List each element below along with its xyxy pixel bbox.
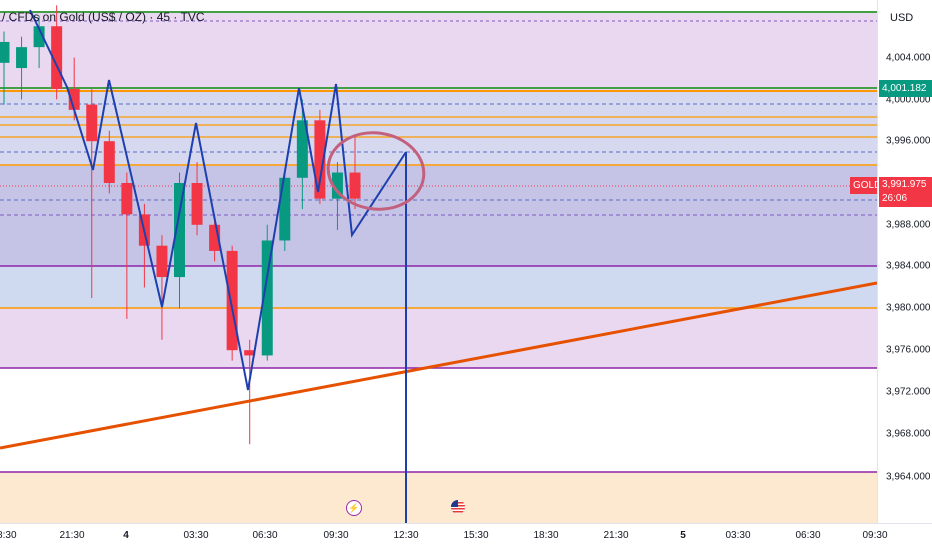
price-tick: 3,984.000 xyxy=(886,260,931,272)
current-symbol-badge: GOLD xyxy=(850,177,877,194)
price-tick: 3,976.000 xyxy=(886,344,931,356)
time-tick: 12:30 xyxy=(393,530,419,541)
candle-down xyxy=(244,350,256,356)
zone-peach-bottom xyxy=(0,472,877,523)
candle-up xyxy=(33,26,45,48)
trend-line[interactable] xyxy=(0,281,877,450)
candle-down xyxy=(191,183,203,225)
countdown-timer: 26:06 xyxy=(882,193,908,204)
candle-up xyxy=(331,172,343,199)
candle-up xyxy=(261,240,273,356)
zone-blue-mid xyxy=(0,90,877,166)
candles xyxy=(0,5,361,445)
time-axis[interactable]: 18:30 21:30 4 03:30 06:30 09:30 12:30 15:30 18:3… xyxy=(0,523,932,551)
time-tick: 06:30 xyxy=(795,530,821,541)
candle-down xyxy=(103,141,115,183)
time-tick: 15:30 xyxy=(463,530,489,541)
price-tick: 3,980.000 xyxy=(886,302,931,314)
candle-down xyxy=(121,183,133,215)
time-tick: 4 xyxy=(123,530,129,541)
price-tick: 3,964.000 xyxy=(886,471,931,483)
price-tick: 4,004.000 xyxy=(886,52,931,64)
time-tick: 03:30 xyxy=(725,530,751,541)
price-tick: 3,972.000 xyxy=(886,386,931,398)
candle-up xyxy=(279,177,291,241)
price-tick: 4,000.000 xyxy=(886,94,931,106)
price-tick: 3,996.000 xyxy=(886,135,931,147)
candle-up xyxy=(0,41,10,63)
time-tick: 21:30 xyxy=(603,530,629,541)
lightning-event-icon[interactable]: ⚡ xyxy=(346,500,362,516)
candle-down xyxy=(226,250,238,351)
zone-indigo xyxy=(0,166,877,266)
time-tick: 09:30 xyxy=(323,530,349,541)
candle-up xyxy=(174,183,185,278)
currency-label[interactable]: USD xyxy=(890,12,914,24)
zone-pink-lower xyxy=(0,308,877,368)
candle-down xyxy=(51,26,63,89)
candle-down xyxy=(349,172,361,199)
candle-down xyxy=(209,224,221,251)
time-tick: 18:30 xyxy=(533,530,559,541)
candle-down xyxy=(156,245,168,278)
price-tick: 3,988.000 xyxy=(886,219,931,231)
time-tick: 09:30 xyxy=(862,530,888,541)
candle-down xyxy=(68,88,80,110)
candle-up xyxy=(296,120,308,178)
time-tick: 5 xyxy=(680,530,686,541)
candle-down xyxy=(314,120,326,199)
time-tick: 06:30 xyxy=(252,530,278,541)
time-tick: 18:30 xyxy=(0,530,17,541)
time-tick: 21:30 xyxy=(59,530,85,541)
time-tick: 03:30 xyxy=(183,530,209,541)
candle-up xyxy=(16,47,28,69)
current-price-value: 3,991.975 xyxy=(882,179,927,190)
candle-down xyxy=(86,104,98,142)
zone-purple-top xyxy=(0,12,877,90)
us-flag-event-icon[interactable] xyxy=(451,500,465,514)
symbol-title[interactable]: / CFDs on Gold (US$ / OZ) · 45 · TVC xyxy=(2,10,205,24)
level-price-badge: 4,001.182 xyxy=(879,80,932,97)
zone-blue-lower xyxy=(0,266,877,308)
chart-canvas[interactable] xyxy=(0,0,877,523)
current-price-badge: 3,991.975 26:06 xyxy=(879,177,932,207)
zigzag-pattern[interactable] xyxy=(29,9,407,391)
price-axis[interactable]: USD 4,004.0004,000.0003,996.0003,992.000… xyxy=(877,0,932,523)
highlight-ellipse[interactable] xyxy=(323,127,429,216)
price-tick: 3,968.000 xyxy=(886,428,931,440)
chart-area[interactable]: / CFDs on Gold (US$ / OZ) · 45 · TVC GOL… xyxy=(0,0,877,523)
